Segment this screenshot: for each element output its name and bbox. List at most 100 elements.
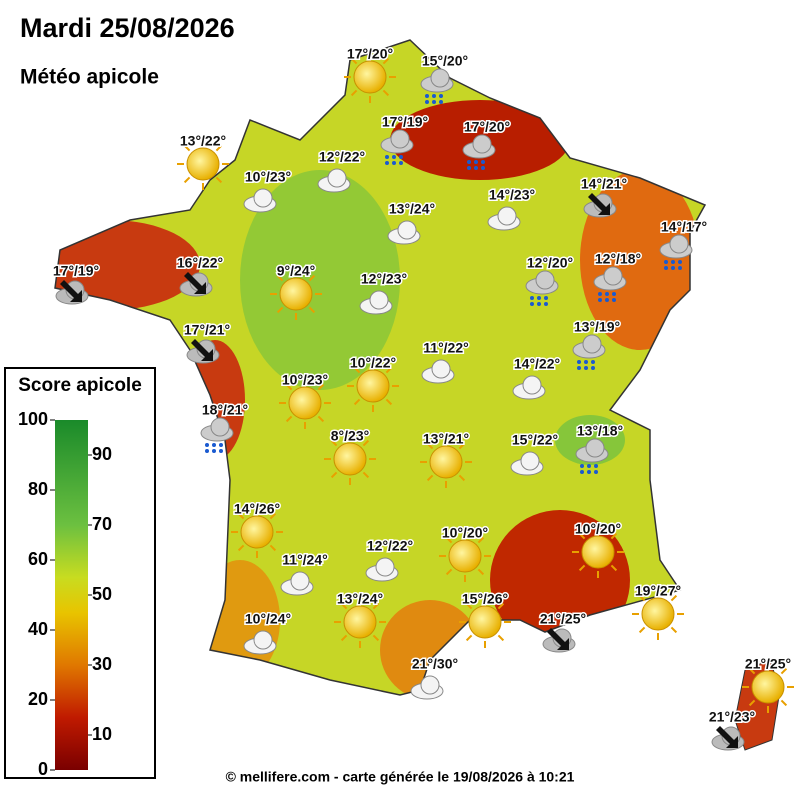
sun-ray — [465, 602, 473, 610]
station-label: 13°/24° — [337, 591, 383, 607]
station-label: 13°/19° — [574, 319, 620, 335]
sun-ray — [372, 602, 380, 610]
station-label: 13°/24° — [389, 201, 435, 217]
footer: © mellifere.com - carte générée le 19/08… — [226, 769, 575, 785]
station-label: 10°/20° — [575, 521, 621, 537]
sun — [186, 147, 220, 181]
sun-ray — [269, 512, 277, 520]
station-label: 8°/23° — [331, 428, 369, 444]
sun — [751, 670, 785, 704]
station-label: 10°/24° — [245, 611, 291, 627]
rain-drop — [432, 94, 436, 98]
colorbar — [55, 420, 88, 770]
legend-tick-label: 20 — [28, 689, 48, 709]
station-label: 14°/22° — [514, 356, 560, 372]
cloud — [472, 134, 492, 154]
rain-drop — [474, 160, 478, 164]
sun-ray — [237, 512, 245, 520]
sun-ray — [458, 474, 466, 482]
sun-ray — [317, 383, 325, 391]
sun-ray — [445, 568, 453, 576]
rain-drop — [537, 302, 541, 306]
cloud — [497, 206, 517, 226]
sun-ray — [362, 471, 370, 479]
sun-ray — [353, 366, 361, 374]
sun — [448, 539, 482, 573]
station-label: 17°/19° — [53, 263, 99, 279]
rain-drop — [467, 160, 471, 164]
wind-arrow — [184, 272, 206, 294]
station-label: 15°/20° — [422, 53, 468, 69]
rain-drop — [385, 155, 389, 159]
station-label: 14°/23° — [489, 187, 535, 203]
rain-drop — [425, 100, 429, 104]
labels: 17°/20° 15°/20° 13°/22° 17°/19° 17°/20° 12°/2… — [51, 44, 792, 726]
rain-drop — [399, 161, 403, 165]
sun-ray — [477, 536, 485, 544]
rain-drop — [612, 298, 616, 302]
rain-drop — [612, 292, 616, 296]
rain-drop — [481, 166, 485, 170]
rain-drop — [584, 366, 588, 370]
wind-arrow — [191, 339, 213, 361]
cloud — [375, 557, 395, 577]
cloud — [520, 451, 540, 471]
sun — [468, 605, 502, 639]
station-label: 21°/25° — [540, 611, 586, 627]
rain-drop — [671, 266, 675, 270]
rain-drop — [385, 161, 389, 165]
sun-ray — [317, 415, 325, 423]
station-label: 13°/18° — [577, 423, 623, 439]
rain-drop — [219, 443, 223, 447]
station-label: 15°/26° — [462, 591, 508, 607]
sun-ray — [269, 544, 277, 552]
legend-tick-label: 60 — [28, 549, 48, 569]
rain-drop — [439, 100, 443, 104]
rain-drop — [537, 296, 541, 300]
sun — [581, 535, 615, 569]
cloud — [535, 270, 555, 290]
sun — [288, 386, 322, 420]
rain-drop — [439, 94, 443, 98]
sun — [641, 597, 675, 631]
sun-ray — [748, 699, 756, 707]
sun-ray — [610, 564, 618, 572]
cloud — [369, 290, 389, 310]
rain-drop — [399, 155, 403, 159]
cloud — [210, 417, 230, 437]
rain-drop — [544, 302, 548, 306]
station-label: 17°/20° — [464, 119, 510, 135]
legend-tick-label: 80 — [28, 479, 48, 499]
station-label: 21°/25° — [745, 656, 791, 672]
rain-drop — [664, 260, 668, 264]
sun-ray — [308, 306, 316, 314]
legend-tick-label: 70 — [92, 514, 112, 534]
sun-ray — [670, 626, 678, 634]
station-label: 11°/22° — [423, 340, 468, 356]
sun-ray — [780, 699, 788, 707]
rain-drop — [577, 360, 581, 364]
sun — [356, 369, 390, 403]
sun — [343, 605, 377, 639]
cloud — [603, 266, 623, 286]
cloud — [585, 438, 605, 458]
legend-tick-label: 30 — [92, 654, 112, 674]
sun-ray — [362, 439, 370, 447]
station-label: 14°/26° — [234, 501, 280, 517]
station-label: 21°/30° — [412, 656, 458, 672]
icons — [55, 51, 794, 751]
legend-tick-label: 50 — [92, 584, 112, 604]
title: Mardi 25/08/2026 — [20, 13, 235, 43]
sun-ray — [353, 398, 361, 406]
rain-drop — [605, 298, 609, 302]
sun-ray — [780, 667, 788, 675]
legend-tick-label: 100 — [18, 409, 48, 429]
rain-drop — [678, 260, 682, 264]
rain-drop — [392, 155, 396, 159]
rain-drop — [587, 464, 591, 468]
station-label: 14°/21° — [581, 176, 627, 192]
rain-drop — [212, 449, 216, 453]
station-label: 10°/23° — [245, 169, 291, 185]
sun-ray — [350, 89, 358, 97]
